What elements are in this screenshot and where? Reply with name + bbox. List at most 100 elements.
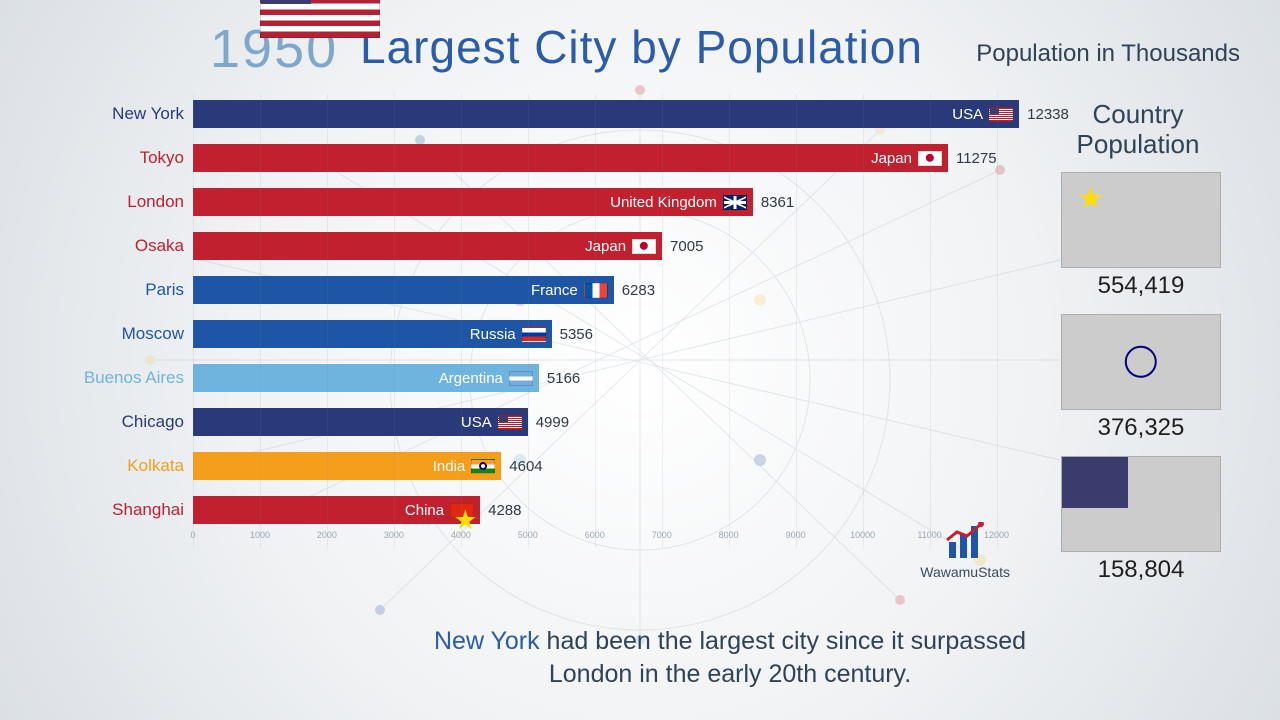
axis-tick: 4000 xyxy=(451,530,471,540)
city-label: Osaka xyxy=(0,236,193,256)
bar-row: Paris France 6283 xyxy=(0,268,1030,312)
uk-flag-icon xyxy=(723,195,747,210)
bar-value: 6283 xyxy=(614,276,655,304)
bar-country-label: China xyxy=(405,502,444,519)
bar: United Kingdom xyxy=(193,188,753,216)
axis-tick: 8000 xyxy=(719,530,739,540)
gridline xyxy=(461,94,462,548)
bar: USA xyxy=(193,100,1019,128)
bar: Japan xyxy=(193,232,662,260)
caption-rest: had been the largest city since it surpa… xyxy=(540,627,1026,688)
axis-tick: 10000 xyxy=(850,530,875,540)
bar-country-label: Japan xyxy=(871,150,912,167)
bar-track: Japan 7005 xyxy=(193,232,1030,260)
bar: China xyxy=(193,496,480,524)
bar-value: 11275 xyxy=(948,144,997,172)
bar-value: 7005 xyxy=(662,232,703,260)
bar: Russia xyxy=(193,320,552,348)
bar-row: Moscow Russia 5356 xyxy=(0,312,1030,356)
india-flag-icon xyxy=(1061,314,1221,410)
gridline xyxy=(260,94,261,548)
bar-country-label: Japan xyxy=(585,238,626,255)
country-population-item: 158,804 xyxy=(1042,456,1240,584)
bar-value: 5166 xyxy=(539,364,580,392)
japan-flag-icon xyxy=(632,239,656,254)
bar-track: Russia 5356 xyxy=(193,320,1030,348)
bar-country-label: United Kingdom xyxy=(610,194,717,211)
gridline xyxy=(997,94,998,548)
city-label: Paris xyxy=(0,280,193,300)
bar-value: 4288 xyxy=(480,496,521,524)
axis-tick: 1000 xyxy=(250,530,270,540)
bar-track: United Kingdom8361 xyxy=(193,188,1030,216)
bar: India xyxy=(193,452,501,480)
bar-row: Shanghai China 4288 xyxy=(0,488,1030,532)
city-label: Moscow xyxy=(0,324,193,344)
bar-track: Argentina 5166 xyxy=(193,364,1030,392)
bar-value: 5356 xyxy=(552,320,593,348)
bar-row: KolkataIndia4604 xyxy=(0,444,1030,488)
chart-title: Largest City by Population xyxy=(360,20,923,74)
footer-flag xyxy=(260,0,380,38)
bar: Japan xyxy=(193,144,948,172)
axis-tick: 5000 xyxy=(518,530,538,540)
usa-flag-icon xyxy=(498,415,522,430)
brand-logo: WawamuStats xyxy=(920,522,1010,580)
axis-tick: 0 xyxy=(190,530,195,540)
bar-track: France 6283 xyxy=(193,276,1030,304)
x-axis: 0 1000 2000 3000 4000 5000 6000 7000 8000 9000 100… xyxy=(193,530,1030,554)
bar-track: India4604 xyxy=(193,452,1030,480)
gridline xyxy=(662,94,663,548)
city-label: Buenos Aires xyxy=(0,368,193,388)
country-population-list: 554,419 376,325 158,804 xyxy=(1042,172,1240,598)
footer-caption: New York had been the largest city since… xyxy=(400,625,1060,690)
gridline xyxy=(528,94,529,548)
sidebar-title: Country Population xyxy=(1048,100,1228,160)
bar-track: China 4288 xyxy=(193,496,1030,524)
axis-tick: 7000 xyxy=(652,530,672,540)
city-label: New York xyxy=(0,104,193,124)
bar-track: Japan 11275 xyxy=(193,144,1030,172)
gridline xyxy=(863,94,864,548)
bar: USA xyxy=(193,408,528,436)
city-label: Shanghai xyxy=(0,500,193,520)
brand-icon xyxy=(943,522,987,562)
country-population-item: 376,325 xyxy=(1042,314,1240,442)
country-population-value: 554,419 xyxy=(1042,272,1240,300)
bar-track: USA4999 xyxy=(193,408,1030,436)
city-label: London xyxy=(0,192,193,212)
gridline xyxy=(729,94,730,548)
bar-country-label: USA xyxy=(461,414,492,431)
bar-row: New YorkUSA12338 xyxy=(0,92,1030,136)
bar-row: Osaka Japan 7005 xyxy=(0,224,1030,268)
bar-row: Buenos Aires Argentina 5166 xyxy=(0,356,1030,400)
bar: Argentina xyxy=(193,364,539,392)
argentina-flag-icon xyxy=(509,371,533,386)
bar: France xyxy=(193,276,614,304)
bar-row: ChicagoUSA4999 xyxy=(0,400,1030,444)
gridline xyxy=(595,94,596,548)
china-flag-icon xyxy=(450,503,474,518)
china-flag-icon xyxy=(1061,172,1221,268)
bar-country-label: Russia xyxy=(470,326,516,343)
brand-name: WawamuStats xyxy=(920,564,1010,580)
gridline xyxy=(796,94,797,548)
bar-chart: New YorkUSA12338TokyoJapan11275LondonUni… xyxy=(0,92,1030,532)
city-label: Kolkata xyxy=(0,456,193,476)
usa-flag-icon xyxy=(989,107,1013,122)
caption-highlight: New York xyxy=(434,627,540,655)
axis-tick: 3000 xyxy=(384,530,404,540)
country-population-value: 376,325 xyxy=(1042,414,1240,442)
axis-tick: 2000 xyxy=(317,530,337,540)
city-label: Chicago xyxy=(0,412,193,432)
russia-flag-icon xyxy=(522,327,546,342)
axis-tick: 9000 xyxy=(786,530,806,540)
gridline xyxy=(193,94,194,548)
bar-track: USA12338 xyxy=(193,100,1030,128)
unit-label: Population in Thousands xyxy=(976,40,1240,68)
gridline xyxy=(930,94,931,548)
country-population-value: 158,804 xyxy=(1042,556,1240,584)
bar-country-label: Argentina xyxy=(439,370,503,387)
bar-country-label: France xyxy=(531,282,578,299)
axis-tick: 6000 xyxy=(585,530,605,540)
